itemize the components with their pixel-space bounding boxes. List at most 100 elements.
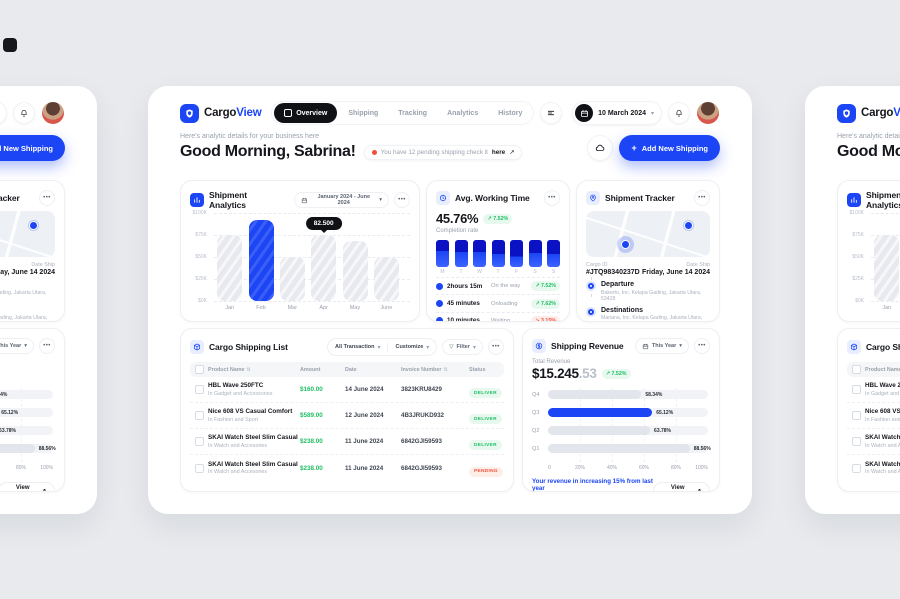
brand-logo[interactable]: CargoView (837, 103, 900, 123)
y-axis-label: $25K (852, 276, 864, 282)
tracker-map[interactable] (0, 211, 55, 257)
analytics-bar-june[interactable] (373, 257, 399, 301)
nav-item-label: Tracking (398, 109, 428, 117)
pending-shipping-alert[interactable]: You have 12 pending shipping check it he… (363, 144, 523, 160)
analytics-bar-jan[interactable] (217, 235, 243, 301)
notifications-button[interactable] (668, 102, 690, 124)
analytics-bar-jan[interactable] (874, 235, 900, 301)
avatar[interactable] (696, 101, 720, 125)
gridline (21, 388, 22, 462)
nav-item-analytics[interactable]: Analytics (438, 104, 487, 122)
page-title: Good Morning, Sabrina! (837, 143, 900, 160)
analytics-icon (190, 193, 204, 207)
revenue-badge: ↗ 7.52% (601, 368, 631, 379)
dashboard-header: CargoView OverviewShippingTrackingAnalyt… (0, 98, 65, 128)
revenue-gridlines (0, 388, 53, 462)
tracker-menu-button[interactable]: ••• (694, 190, 710, 206)
nav-menu-button[interactable] (540, 102, 563, 124)
analytics-menu-button[interactable]: ••• (394, 192, 410, 208)
checkbox[interactable] (195, 411, 204, 420)
sort-icon[interactable]: ⇅ (443, 366, 448, 373)
list-controls: All Transaction ▾ Customize ▾ ▽ Filter (327, 338, 504, 356)
checkbox[interactable] (852, 463, 861, 473)
brand-name: CargoView (204, 107, 262, 119)
brand-logo[interactable]: CargoView (180, 103, 262, 123)
avatar[interactable] (41, 101, 65, 125)
nav-item-overview[interactable]: Overview (274, 103, 338, 123)
checkbox[interactable] (195, 385, 204, 394)
checkbox[interactable] (852, 385, 861, 394)
analytics-bar-may[interactable] (342, 241, 368, 301)
analytics-bar-chart: $100K $75K $50K $25K $0K 82.500 (190, 210, 410, 304)
canvas-marker (3, 38, 17, 52)
date-selector[interactable]: 10 March 2024 ▾ (572, 101, 662, 125)
analytics-bar-mar[interactable] (279, 257, 305, 301)
all-transaction-select[interactable]: All Transaction ▾ (335, 344, 381, 351)
add-new-shipping-button[interactable]: + Add New Shipping (619, 135, 720, 161)
customize-select[interactable]: Customize ▾ (395, 344, 430, 351)
add-new-shipping-label: Add New Shipping (0, 143, 53, 153)
checkbox[interactable] (852, 437, 861, 446)
y-axis-label: $50K (852, 254, 864, 260)
tracker-menu-button[interactable]: ••• (39, 190, 55, 206)
filter-button[interactable]: ▽ Filter ▾ (442, 339, 483, 355)
trend-badge: ↗ 7.52% (531, 281, 560, 292)
status-dot-icon (436, 317, 443, 321)
nav-item-tracking[interactable]: Tracking (389, 104, 436, 122)
revenue-period-selector[interactable]: This Year ▾ (634, 338, 689, 354)
alert-here-link[interactable]: here (491, 148, 506, 156)
view-details-button[interactable]: View Details ↗ (0, 482, 55, 491)
checkbox[interactable] (195, 437, 204, 446)
overview-icon (284, 109, 293, 117)
nav-item-history[interactable]: History (489, 104, 531, 122)
top-cards-row: Shipment Analytics January 2024 - June 2… (180, 180, 720, 322)
list-menu-button[interactable]: ••• (488, 339, 504, 355)
dashboard-card-left-partial: CargoView OverviewShippingTrackingAnalyt… (0, 86, 97, 514)
cloud-button[interactable] (587, 135, 614, 161)
analytics-plot: 82.500 (871, 213, 900, 302)
analytics-bar-apr[interactable] (311, 235, 337, 301)
notifications-button[interactable] (13, 102, 35, 124)
checkbox[interactable] (852, 365, 861, 374)
brand-name: CargoView (861, 107, 900, 119)
add-new-shipping-button[interactable]: + Add New Shipping (0, 135, 65, 161)
view-details-button[interactable]: View Details ↗ (653, 482, 710, 491)
revenue-period-selector[interactable]: This Year ▾ (0, 338, 34, 354)
analytics-range-selector[interactable]: January 2024 - June 2024 ▾ (294, 192, 389, 208)
checkbox[interactable] (852, 411, 861, 420)
nav-item-shipping[interactable]: Shipping (339, 104, 387, 122)
date-selector[interactable]: 10 March 2024 ▾ (0, 101, 7, 125)
revenue-track: 63.78% (0, 426, 53, 435)
revenue-menu-button[interactable]: ••• (694, 338, 710, 354)
date-cell: 11 June 2024 (345, 438, 384, 445)
revenue-track: 88.56% (0, 444, 56, 453)
greeting-section: Here's analytic details for your busines… (837, 133, 900, 161)
checkbox[interactable] (195, 463, 204, 473)
destination-label: Destinations (601, 306, 644, 314)
revenue-value-label: 88.56% (693, 445, 711, 452)
revenue-menu-button[interactable]: ••• (39, 338, 55, 354)
gridline (644, 388, 645, 462)
weekday-label: S (533, 269, 537, 275)
revenue-track: 63.78% (548, 426, 708, 435)
status-dot-icon (436, 300, 443, 308)
revenue-fill (548, 426, 651, 435)
sort-icon[interactable]: ⇅ (246, 366, 251, 373)
working-time-menu-button[interactable]: ••• (544, 190, 560, 206)
product-category: In Watch and Accesories (208, 469, 268, 476)
analytics-bar-feb[interactable] (248, 220, 274, 301)
bottom-cards-row: Cargo Shipping List All Transaction▾ Cus… (837, 328, 900, 492)
checkbox[interactable] (195, 365, 204, 374)
status-cell: DELIVER (469, 407, 513, 425)
tracker-map[interactable] (586, 211, 710, 257)
